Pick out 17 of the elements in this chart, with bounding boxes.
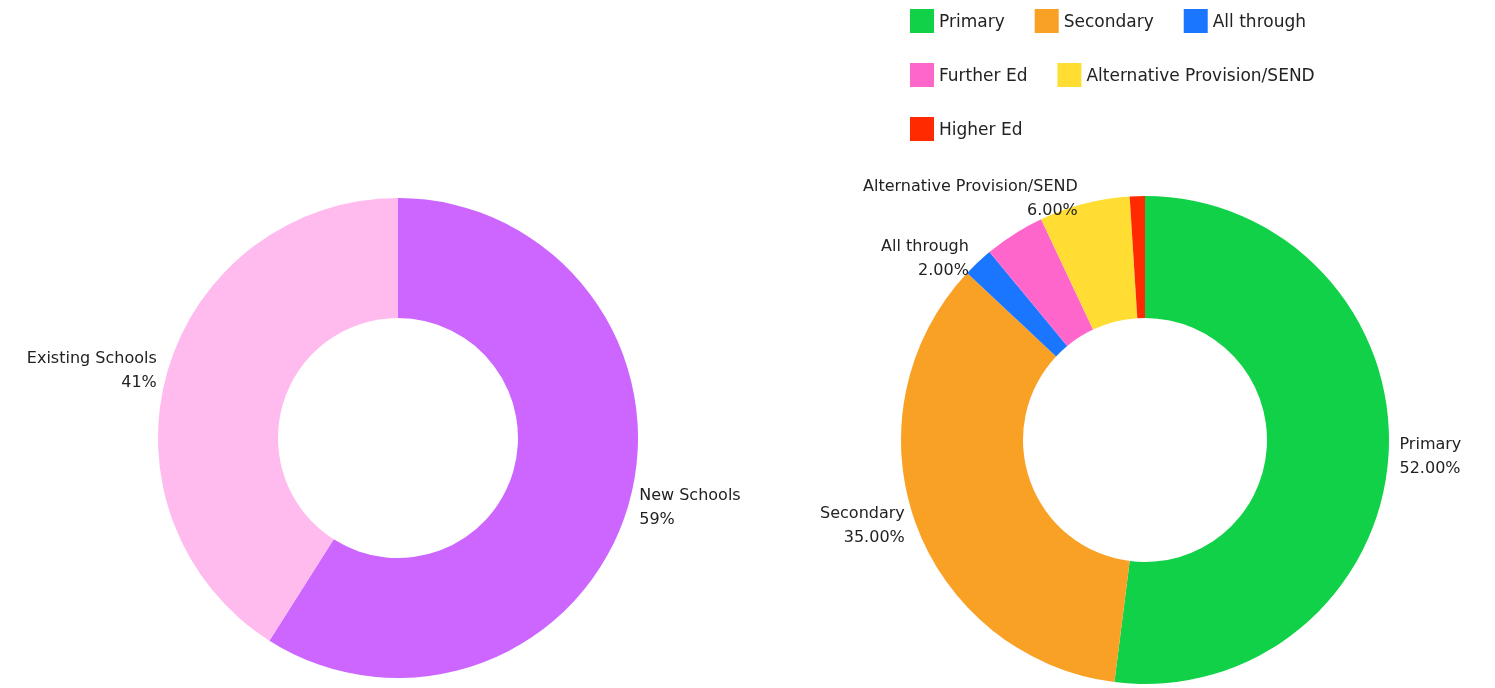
data-label: 41% [121,371,157,391]
data-label: 35.00% [843,527,905,547]
data-label: 52.00% [1399,458,1461,478]
legend-label: Secondary [1063,11,1154,31]
slice-label: Alternative Provision/SEND [863,176,1078,196]
legend-label: Alternative Provision/SEND [1086,65,1315,85]
legend-label: Higher Ed [939,119,1023,139]
slice-label: Primary [1399,434,1462,454]
legend-label: Primary [939,11,1005,31]
data-label: 2.00% [918,260,969,280]
legend-label: All through [1212,11,1306,31]
slice-label: All through [881,236,969,256]
legend-label: Further Ed [939,65,1028,85]
slice-label: Existing Schools [26,347,157,367]
slice-label: Secondary [820,503,905,523]
slice-label: New Schools [639,485,741,505]
data-label: 59% [639,509,675,529]
